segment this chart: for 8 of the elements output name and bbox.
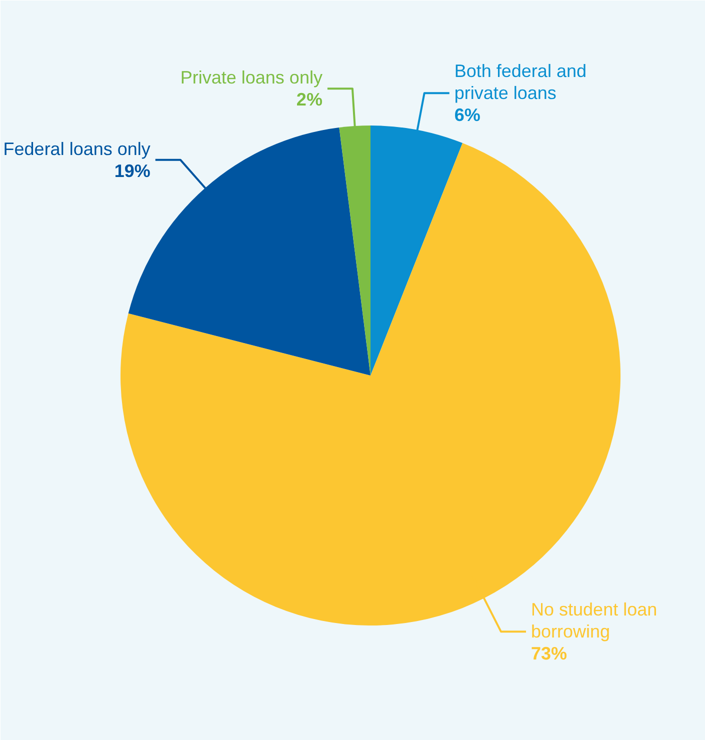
data-label: 6% (454, 105, 480, 126)
slice-label: No student loan borrowing (531, 600, 658, 642)
slice-label: Both federal and private loans (454, 61, 586, 104)
data-label: 73% (531, 644, 568, 664)
data-label: 2% (296, 90, 322, 110)
data-label: 19% (114, 160, 150, 181)
slice-label: Federal loans only (3, 138, 150, 159)
slice-label: Private loans only (180, 68, 322, 88)
